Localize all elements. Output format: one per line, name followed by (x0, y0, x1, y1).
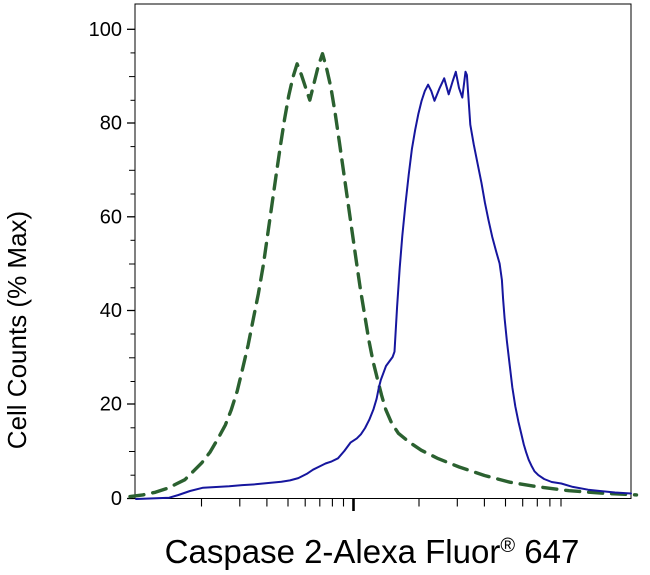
svg-text:Cell Counts (% Max): Cell Counts (% Max) (2, 211, 32, 449)
svg-text:0: 0 (111, 488, 122, 510)
svg-text:20: 20 (100, 394, 122, 416)
svg-text:Caspase 2-Alexa Fluor® 647: Caspase 2-Alexa Fluor® 647 (165, 533, 580, 570)
svg-text:40: 40 (100, 300, 122, 322)
svg-text:80: 80 (100, 113, 122, 135)
svg-text:100: 100 (89, 19, 122, 41)
svg-text:60: 60 (100, 206, 122, 228)
